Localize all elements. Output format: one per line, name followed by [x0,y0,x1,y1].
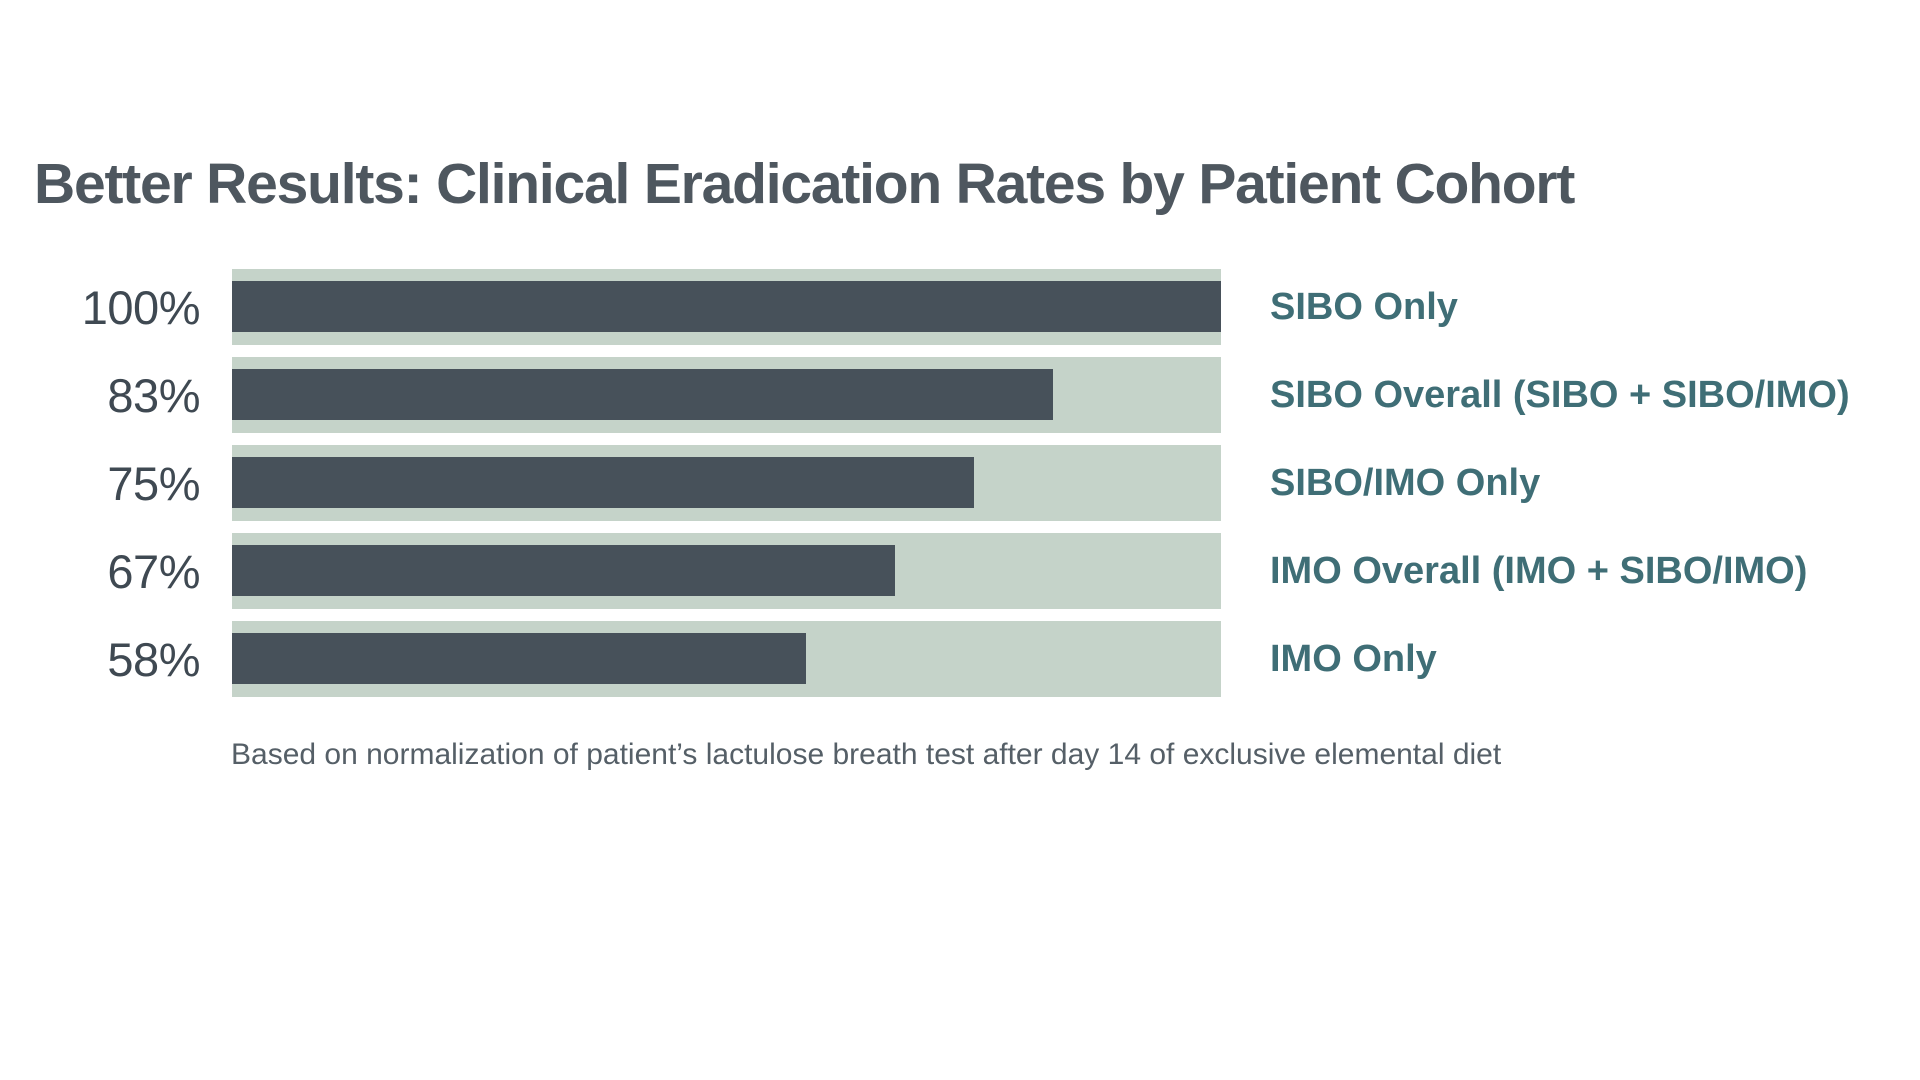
category-label: IMO Only [1270,638,1437,680]
bar-chart: 100% SIBO Only 83% SIBO Overall (SIBO + … [36,269,1884,709]
value-label: 58% [107,632,200,686]
category-label: SIBO Only [1270,286,1458,328]
chart-title: Better Results: Clinical Eradication Rat… [34,152,1575,216]
bar-fill [232,545,895,596]
bar-track [232,357,1221,433]
bar-track [232,533,1221,609]
bar-track [232,621,1221,697]
value-label: 67% [107,544,200,598]
category-label: SIBO/IMO Only [1270,462,1541,504]
value-label: 75% [107,456,200,510]
bar-fill [232,369,1053,420]
bar-row: 75% SIBO/IMO Only [36,445,1884,521]
category-label: IMO Overall (IMO + SIBO/IMO) [1270,550,1808,592]
bar-row: 83% SIBO Overall (SIBO + SIBO/IMO) [36,357,1884,433]
caption: Based on normalization of patient’s lact… [231,738,1502,771]
bar-track [232,445,1221,521]
bar-fill [232,457,974,508]
value-label: 100% [81,280,201,334]
bar-fill [232,281,1221,332]
bar-fill [232,633,806,684]
bar-row: 58% IMO Only [36,621,1884,697]
value-label: 83% [107,368,200,422]
bar-row: 100% SIBO Only [36,269,1884,345]
bar-row: 67% IMO Overall (IMO + SIBO/IMO) [36,533,1884,609]
bar-track [232,269,1221,345]
category-label: SIBO Overall (SIBO + SIBO/IMO) [1270,374,1850,416]
